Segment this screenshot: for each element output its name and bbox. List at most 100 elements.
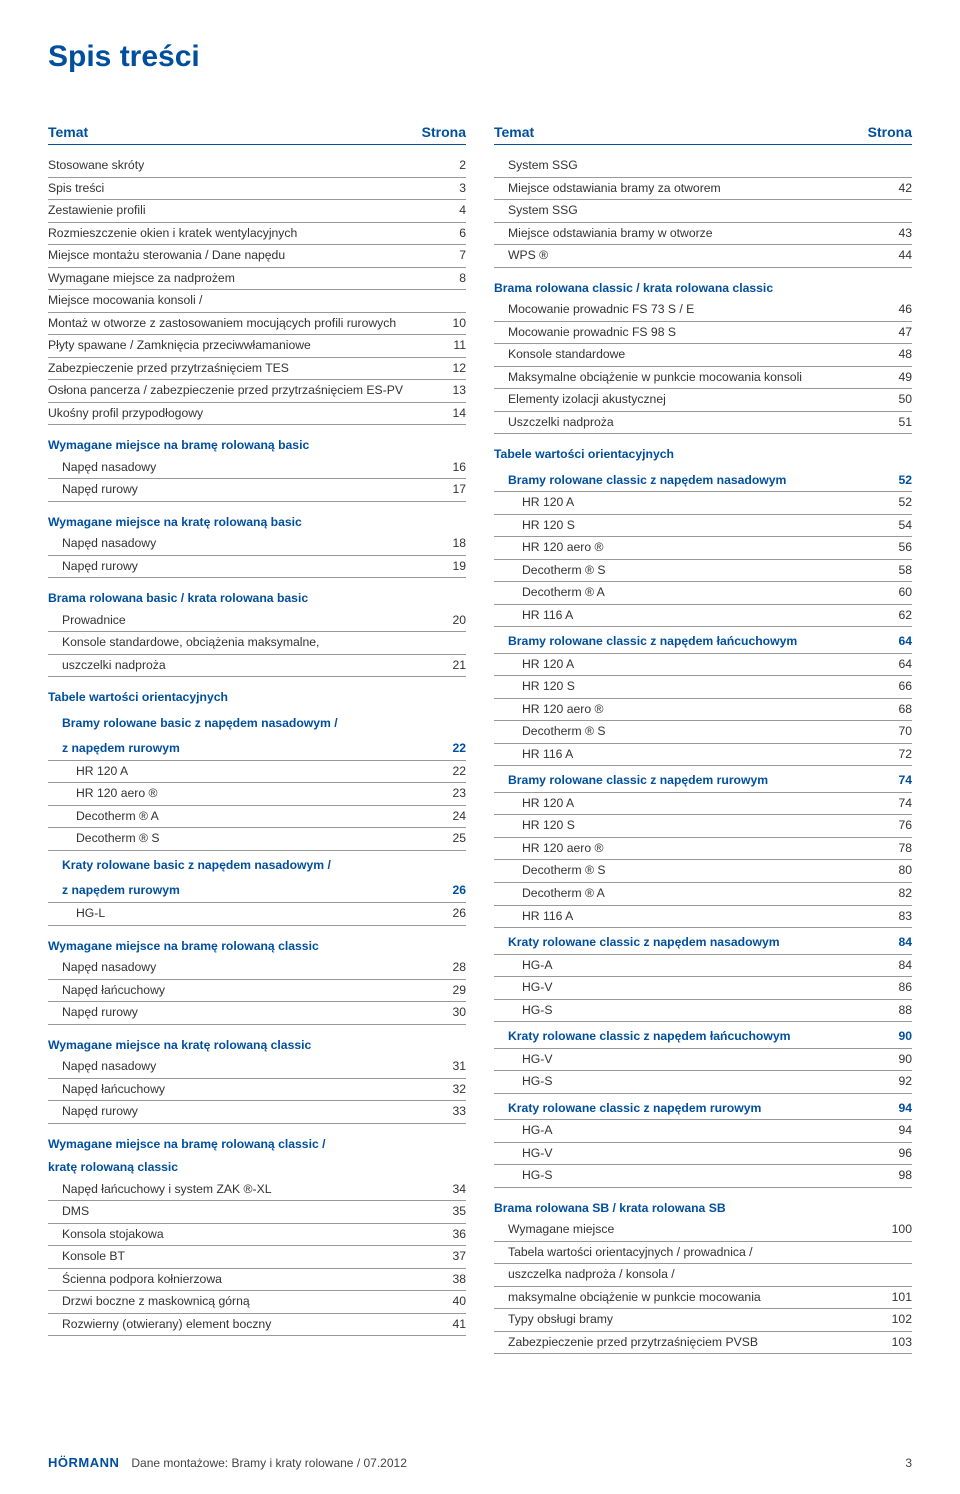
- toc-entry-page: 94: [886, 1099, 912, 1119]
- toc-subsection-heading: Bramy rolowane classic z napędem nasadow…: [494, 470, 912, 493]
- toc-entry: Ukośny profil przypodłogowy14: [48, 403, 466, 426]
- toc-entry-label: Tabele wartości orientacyjnych: [494, 445, 886, 465]
- toc-entry-label: HR 120 aero ®: [76, 784, 440, 804]
- toc-entry-label: Napęd rurowy: [62, 557, 440, 577]
- toc-entry-page: 25: [440, 829, 466, 849]
- toc-entry-page: 29: [440, 981, 466, 1001]
- toc-entry-label: Spis treści: [48, 179, 440, 199]
- toc-entry-label: Wymagane miejsce: [508, 1220, 886, 1240]
- toc-entry-page: 43: [886, 224, 912, 244]
- toc-entry-page: 10: [440, 314, 466, 334]
- toc-entry-page: 34: [440, 1180, 466, 1200]
- toc-entry-page: 72: [886, 745, 912, 765]
- toc-entry-label: uszczelka nadproża / konsola /: [508, 1265, 886, 1285]
- toc-entry: Konsole standardowe48: [494, 344, 912, 367]
- toc-entry-label: Miejsce odstawiania bramy za otworem: [508, 179, 886, 199]
- toc-entry: Napęd rurowy19: [48, 556, 466, 579]
- toc-entry-page: [886, 1199, 912, 1219]
- toc-entry-label: HG-V: [522, 1050, 886, 1070]
- toc-entry: Napęd łańcuchowy29: [48, 980, 466, 1003]
- toc-entry-page: [440, 589, 466, 609]
- toc-entry-page: 44: [886, 246, 912, 266]
- toc-entry-label: HR 120 A: [522, 493, 886, 513]
- footer-page-number: 3: [905, 1456, 912, 1470]
- toc-entry: Napęd nasadowy16: [48, 457, 466, 480]
- toc-entry: HG-L26: [48, 903, 466, 926]
- toc-entry-page: 78: [886, 839, 912, 859]
- toc-entry-page: 17: [440, 480, 466, 500]
- toc-entry-label: System SSG: [508, 156, 886, 176]
- toc-entry: Miejsce mocowania konsoli /: [48, 290, 466, 313]
- toc-entry-label: Ukośny profil przypodłogowy: [48, 404, 440, 424]
- toc-entry-page: 94: [886, 1121, 912, 1141]
- toc-entry: HR 120 A74: [494, 793, 912, 816]
- left-column: Temat Strona Stosowane skróty2Spis treśc…: [48, 124, 466, 1354]
- toc-entry: Decotherm ® A60: [494, 582, 912, 605]
- page-footer: HÖRMANN Dane montażowe: Bramy i kraty ro…: [48, 1455, 912, 1470]
- toc-entry-page: 22: [440, 762, 466, 782]
- toc-section-heading: Brama rolowana basic / krata rolowana ba…: [48, 588, 466, 610]
- toc-entry-page: [440, 436, 466, 456]
- toc-entry: HG-V86: [494, 977, 912, 1000]
- toc-entry-page: 14: [440, 404, 466, 424]
- toc-entry-label: Tabele wartości orientacyjnych: [48, 688, 440, 708]
- toc-entry-label: Kraty rolowane basic z napędem nasadowym…: [62, 856, 440, 876]
- toc-entry-page: [886, 156, 912, 176]
- toc-entry-page: 40: [440, 1292, 466, 1312]
- toc-entry: Napęd nasadowy31: [48, 1056, 466, 1079]
- toc-entry-page: 102: [886, 1310, 912, 1330]
- toc-entry-page: 82: [886, 884, 912, 904]
- toc-entry-label: Decotherm ® S: [522, 722, 886, 742]
- toc-entry-page: 74: [886, 794, 912, 814]
- toc-section-heading: Brama rolowana SB / krata rolowana SB: [494, 1198, 912, 1220]
- toc-entry-label: HR 120 S: [522, 516, 886, 536]
- toc-entry-page: 19: [440, 557, 466, 577]
- toc-entry: Elementy izolacji akustycznej50: [494, 389, 912, 412]
- toc-entry-label: Brama rolowana basic / krata rolowana ba…: [48, 589, 440, 609]
- toc-entry-label: HG-V: [522, 978, 886, 998]
- toc-entry-page: [440, 688, 466, 708]
- toc-entry-label: HR 116 A: [522, 907, 886, 927]
- toc-entry-label: WPS ®: [508, 246, 886, 266]
- toc-entry-label: Wymagane miejsce na kratę rolowaną class…: [48, 1036, 440, 1056]
- toc-entry-label: Miejsce montażu sterowania / Dane napędu: [48, 246, 440, 266]
- toc-subsection-heading: Bramy rolowane basic z napędem nasadowym…: [48, 713, 466, 735]
- toc-entry-label: Napęd łańcuchowy: [62, 981, 440, 1001]
- toc-entry-page: [886, 201, 912, 221]
- toc-entry-label: Brama rolowana classic / krata rolowana …: [494, 279, 886, 299]
- toc-entry-page: 37: [440, 1247, 466, 1267]
- toc-entry-label: Bramy rolowane basic z napędem nasadowym…: [62, 714, 440, 734]
- toc-entry: Napęd rurowy17: [48, 479, 466, 502]
- toc-entry-label: Rozmieszczenie okien i kratek wentylacyj…: [48, 224, 440, 244]
- toc-entry: Drzwi boczne z maskownicą górną40: [48, 1291, 466, 1314]
- toc-entry-label: Stosowane skróty: [48, 156, 440, 176]
- toc-entry-label: Płyty spawane / Zamknięcia przeciwwłaman…: [48, 336, 440, 356]
- toc-entry-page: 30: [440, 1003, 466, 1023]
- toc-entry-label: Decotherm ® A: [522, 583, 886, 603]
- toc-entry: HG-A94: [494, 1120, 912, 1143]
- toc-entry-label: maksymalne obciążenie w punkcie mocowani…: [508, 1288, 886, 1308]
- toc-entry-label: HG-S: [522, 1166, 886, 1186]
- toc-entry: Decotherm ® A24: [48, 806, 466, 829]
- toc-entry-label: Wymagane miejsce na bramę rolowaną basic: [48, 436, 440, 456]
- toc-entry-page: [440, 1135, 466, 1155]
- toc-entry-label: HG-L: [76, 904, 440, 924]
- toc-entry: Decotherm ® S80: [494, 860, 912, 883]
- toc-entry-page: 88: [886, 1001, 912, 1021]
- toc-entry-label: Osłona pancerza / zabezpieczenie przed p…: [48, 381, 440, 401]
- toc-entry-label: HG-S: [522, 1001, 886, 1021]
- toc-entry-label: Typy obsługi bramy: [508, 1310, 886, 1330]
- toc-entry: Wymagane miejsce100: [494, 1219, 912, 1242]
- toc-entry: Napęd łańcuchowy32: [48, 1079, 466, 1102]
- toc-entry: Rozwierny (otwierany) element boczny41: [48, 1314, 466, 1337]
- right-column: Temat Strona System SSGMiejsce odstawian…: [494, 124, 912, 1354]
- toc-entry-page: 54: [886, 516, 912, 536]
- toc-entry-page: 31: [440, 1057, 466, 1077]
- toc-entry: Decotherm ® S25: [48, 828, 466, 851]
- toc-entry-page: 101: [886, 1288, 912, 1308]
- toc-entry: maksymalne obciążenie w punkcie mocowani…: [494, 1287, 912, 1310]
- toc-entry-label: Maksymalne obciążenie w punkcie mocowani…: [508, 368, 886, 388]
- toc-entry-label: Napęd łańcuchowy: [62, 1080, 440, 1100]
- toc-entry-page: 16: [440, 458, 466, 478]
- toc-entry-label: z napędem rurowym: [62, 739, 440, 759]
